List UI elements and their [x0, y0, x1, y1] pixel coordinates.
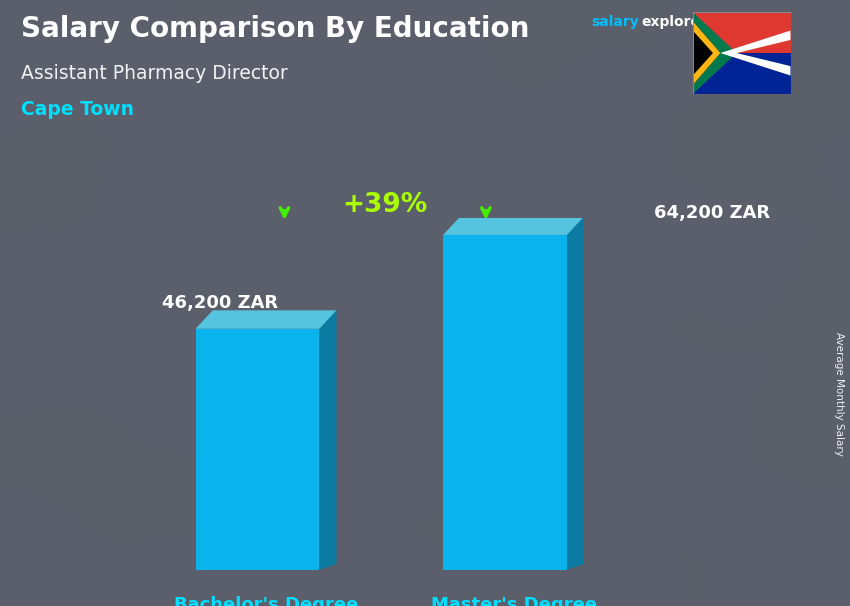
- Bar: [693, 53, 791, 94]
- Text: Cape Town: Cape Town: [21, 100, 134, 119]
- Polygon shape: [320, 310, 337, 570]
- Text: salary: salary: [591, 15, 638, 29]
- Polygon shape: [196, 310, 337, 328]
- Polygon shape: [693, 21, 721, 85]
- Text: explorer.com: explorer.com: [642, 15, 743, 29]
- Text: +39%: +39%: [343, 192, 428, 218]
- Polygon shape: [443, 216, 584, 235]
- Text: Master's Degree: Master's Degree: [430, 596, 597, 606]
- Polygon shape: [567, 216, 584, 570]
- Text: Salary Comparison By Education: Salary Comparison By Education: [21, 15, 530, 43]
- Text: 46,200 ZAR: 46,200 ZAR: [162, 294, 279, 312]
- Polygon shape: [693, 12, 737, 94]
- Text: Bachelor's Degree: Bachelor's Degree: [174, 596, 358, 606]
- Polygon shape: [721, 53, 790, 76]
- Polygon shape: [721, 30, 790, 53]
- Polygon shape: [693, 21, 721, 85]
- Text: Average Monthly Salary: Average Monthly Salary: [834, 332, 844, 456]
- Text: 64,200 ZAR: 64,200 ZAR: [654, 204, 770, 222]
- Polygon shape: [443, 235, 567, 570]
- Text: Assistant Pharmacy Director: Assistant Pharmacy Director: [21, 64, 288, 82]
- Bar: [693, 12, 791, 53]
- Polygon shape: [196, 328, 320, 570]
